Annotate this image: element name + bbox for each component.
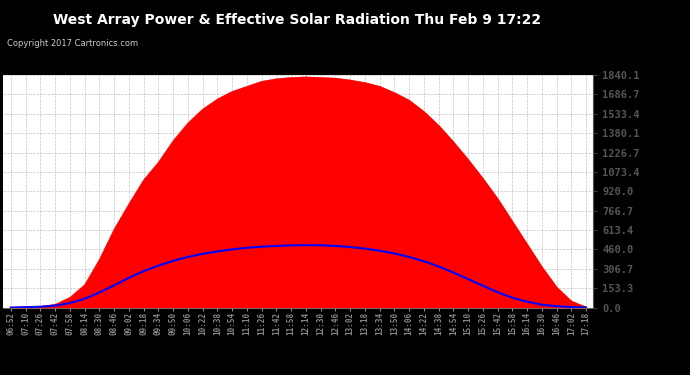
Text: Copyright 2017 Cartronics.com: Copyright 2017 Cartronics.com (7, 39, 138, 48)
Text: West Array Power & Effective Solar Radiation Thu Feb 9 17:22: West Array Power & Effective Solar Radia… (52, 13, 541, 27)
